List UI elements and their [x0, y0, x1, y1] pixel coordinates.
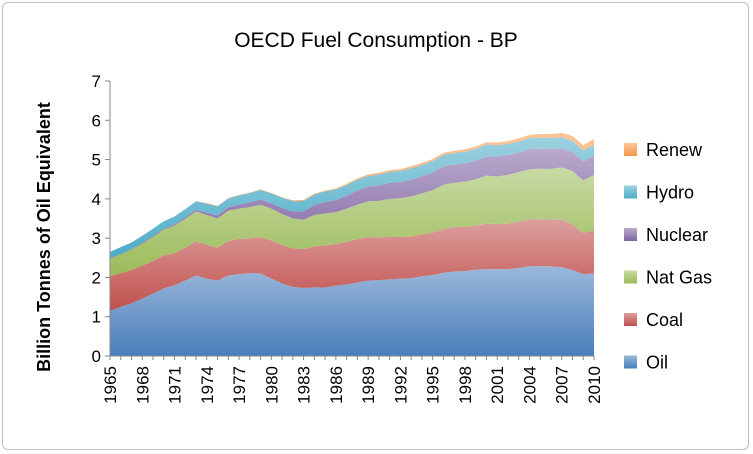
x-tick-label: 1989: [359, 366, 378, 404]
legend-label-renew: Renew: [646, 140, 703, 160]
area-series-group: [110, 132, 594, 356]
area-nat-gas: [110, 167, 594, 277]
x-tick-label: 1995: [424, 366, 443, 404]
chart-title: OECD Fuel Consumption - BP: [234, 29, 518, 52]
x-tick-label: 1977: [230, 366, 249, 404]
legend-label-nat-gas: Nat Gas: [646, 268, 712, 288]
area-nuclear: [110, 148, 594, 259]
x-tick-label: 2001: [488, 366, 507, 404]
x-tick-label: 1998: [456, 366, 475, 404]
legend-label-hydro: Hydro: [646, 183, 694, 203]
y-tick-label: 3: [92, 229, 101, 248]
x-tick-label: 2007: [553, 366, 572, 404]
legend-label-coal: Coal: [646, 310, 683, 330]
legend-swatch-renew: [624, 143, 637, 156]
y-tick-label: 2: [92, 268, 101, 287]
legend-label-nuclear: Nuclear: [646, 225, 708, 245]
x-tick-label: 1971: [166, 366, 185, 404]
x-tick-label: 1965: [101, 366, 120, 404]
legend: Renew Hydro Nuclear Nat Gas Coal Oil: [624, 140, 712, 373]
y-tick-label: 5: [92, 151, 101, 170]
legend-label-oil: Oil: [646, 353, 668, 373]
y-tick-label: 1: [92, 308, 101, 327]
legend-swatch-nuclear: [624, 228, 637, 241]
x-tick-label: 1968: [133, 366, 152, 404]
x-ticks: 1965 1968 1971 1974 1977 1980 1983 1986 1989 1992…: [101, 356, 604, 404]
x-tick-label: 1992: [391, 366, 410, 404]
x-tick-label: 1986: [327, 366, 346, 404]
x-tick-label: 1983: [295, 366, 314, 404]
legend-swatch-coal: [624, 313, 637, 326]
legend-swatch-hydro: [624, 185, 637, 199]
x-tick-label: 2004: [520, 366, 539, 404]
area-oil: [110, 266, 594, 356]
y-tick-label: 0: [92, 347, 101, 366]
y-axis-label: Billion Tonnes of Oil Equivalent: [34, 102, 54, 372]
x-tick-label: 2010: [585, 366, 604, 404]
axes: [109, 81, 594, 357]
y-ticks: 0 1 2 3 4 5 6 7: [92, 72, 110, 366]
legend-swatch-oil: [624, 355, 637, 369]
y-tick-label: 7: [92, 72, 101, 91]
y-tick-label: 6: [92, 111, 101, 130]
legend-swatch-nat-gas: [624, 270, 637, 284]
x-tick-label: 1980: [262, 366, 281, 404]
x-tick-label: 1974: [198, 366, 217, 404]
area-coal: [110, 219, 594, 311]
y-tick-label: 4: [92, 190, 101, 209]
